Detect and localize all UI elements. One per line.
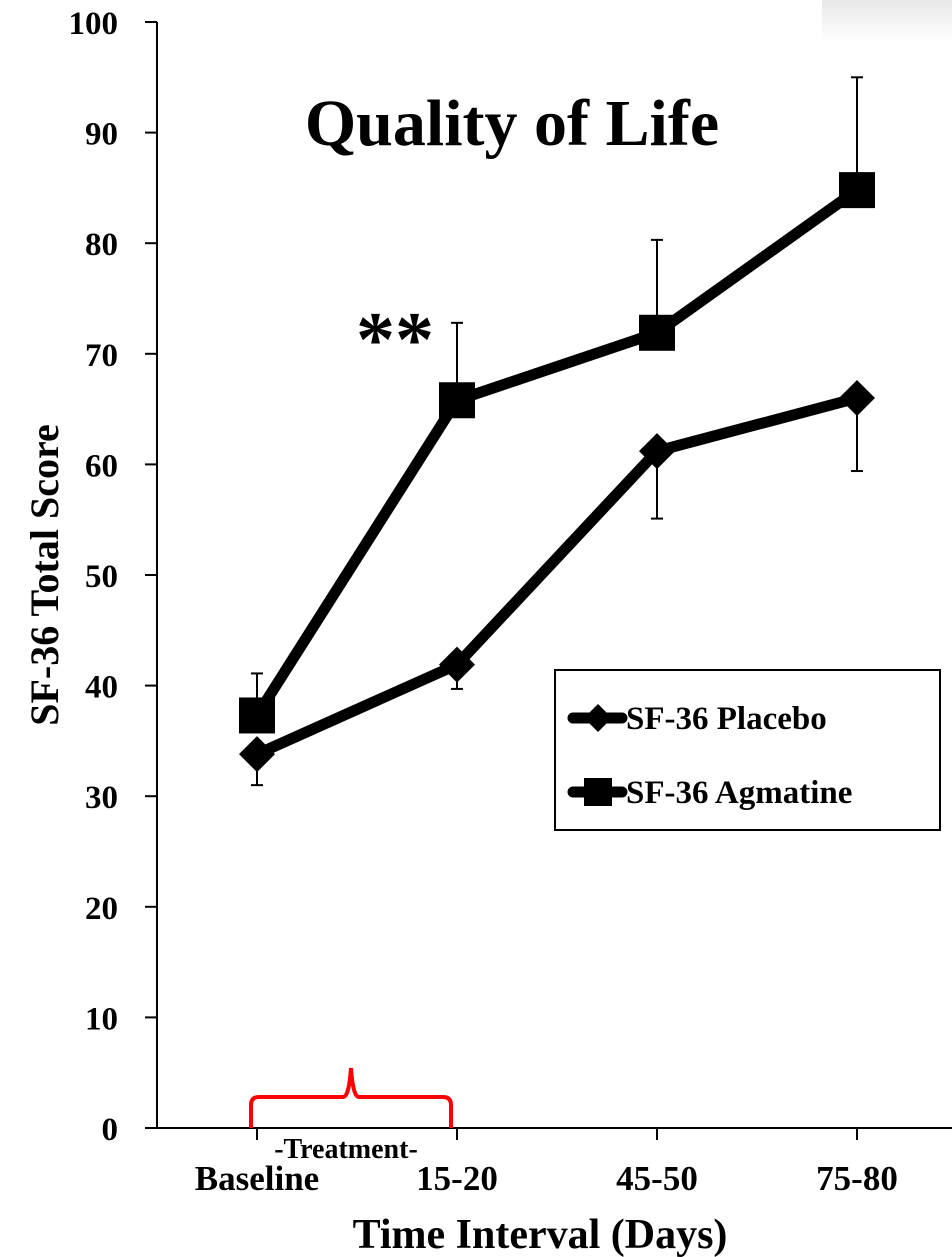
y-tick-label: 100 (69, 6, 119, 42)
series-markers (239, 172, 875, 773)
square-marker (584, 778, 612, 806)
x-tick-label: 75-80 (816, 1159, 898, 1198)
diamond-marker (584, 704, 612, 732)
treatment-label: -Treatment- (274, 1134, 418, 1165)
y-tick-label: 50 (85, 559, 118, 595)
diamond-marker (239, 736, 275, 773)
corner-decoration (822, 0, 952, 42)
x-tick-label: 15-20 (416, 1159, 498, 1198)
legend: SF-36 Placebo SF-36 Agmatine (554, 669, 941, 831)
square-marker (839, 172, 875, 209)
square-marker (239, 697, 275, 734)
annotations: ** -Treatment- (249, 296, 453, 1165)
series-line (251, 184, 863, 721)
series-lines (251, 184, 863, 760)
legend-label: SF-36 Placebo (626, 701, 827, 737)
diamond-marker (439, 646, 475, 683)
diamond-marker (639, 433, 675, 470)
significance-marker: ** (356, 296, 434, 383)
y-tick-label: 40 (85, 670, 118, 706)
x-axis-label: Time Interval (Days) (353, 1212, 728, 1257)
legend-label: SF-36 Agmatine (626, 775, 852, 811)
legend-box (554, 669, 941, 831)
y-tick-label: 90 (85, 117, 118, 153)
diamond-marker (839, 380, 875, 417)
y-tick-label: 0 (102, 1112, 119, 1148)
axes (156, 22, 952, 1129)
chart-title: Quality of Life (305, 87, 719, 160)
y-tick-label: 20 (85, 891, 118, 927)
y-axis-label: SF-36 Total Score (22, 424, 67, 726)
y-tick-label: 80 (85, 227, 118, 263)
y-tick-label: 60 (85, 448, 118, 484)
x-tick-label: Baseline (195, 1159, 319, 1198)
y-tick-label: 10 (85, 1001, 118, 1037)
square-marker (639, 314, 675, 351)
series-line (251, 392, 863, 760)
y-tick-label: 70 (85, 338, 118, 374)
square-marker (439, 382, 475, 419)
x-ticks: Baseline 15-20 45-50 75-80 (195, 1128, 898, 1198)
y-ticks: 0 10 20 30 40 50 60 70 80 90 100 (69, 6, 157, 1148)
x-tick-label: 45-50 (616, 1159, 698, 1198)
treatment-bracket (249, 1067, 453, 1128)
y-tick-label: 30 (85, 780, 118, 816)
